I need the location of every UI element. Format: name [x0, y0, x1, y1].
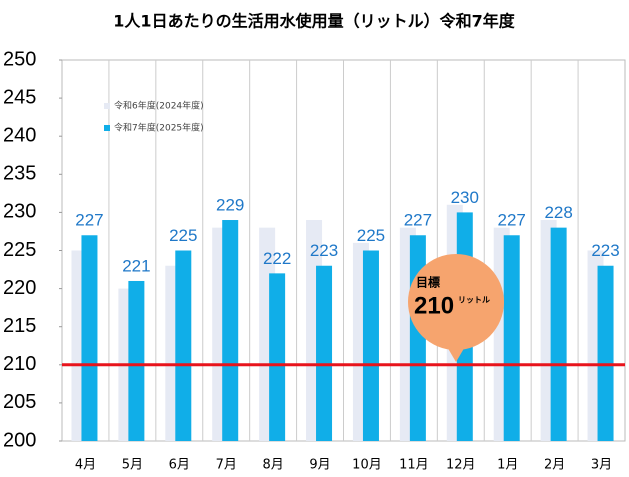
- value-label: 225: [169, 226, 197, 245]
- value-label: 227: [75, 211, 103, 230]
- bar: [81, 235, 98, 441]
- x-tick-label: 6月: [169, 458, 190, 473]
- value-label: 227: [404, 211, 432, 230]
- value-label: 227: [498, 211, 526, 230]
- y-tick-label: 210: [3, 353, 36, 375]
- value-label: 225: [357, 226, 385, 245]
- value-label: 223: [310, 241, 338, 260]
- callout-label: 目標: [416, 275, 440, 290]
- chart-title: 1人1日あたりの生活用水使用量（リットル）令和7年度: [113, 12, 515, 31]
- y-tick-label: 240: [3, 124, 36, 146]
- y-tick-label: 250: [3, 48, 36, 70]
- bar: [128, 280, 145, 441]
- value-label: 228: [544, 203, 572, 222]
- y-tick-label: 225: [3, 239, 36, 261]
- callout-value: 210: [414, 292, 454, 319]
- x-tick-label: 2月: [544, 458, 565, 473]
- x-tick-label: 11月: [399, 458, 429, 473]
- value-label: 229: [216, 196, 244, 215]
- value-label: 222: [263, 249, 291, 268]
- y-tick-label: 200: [3, 429, 36, 451]
- x-tick-label: 12月: [446, 458, 476, 473]
- value-label: 230: [451, 188, 479, 207]
- y-tick-label: 230: [3, 201, 36, 223]
- x-tick-label: 5月: [122, 458, 143, 473]
- y-tick-label: 220: [3, 277, 36, 299]
- x-tick-label: 4月: [75, 458, 96, 473]
- bar: [269, 273, 286, 441]
- x-tick-label: 10月: [352, 458, 382, 473]
- callout-unit: リットル: [458, 296, 490, 305]
- legend-swatch: [104, 103, 110, 109]
- x-tick-label: 7月: [216, 458, 237, 473]
- bar: [175, 250, 192, 441]
- x-tick-label: 1月: [497, 458, 518, 473]
- legend-swatch: [104, 125, 110, 131]
- callout: [408, 254, 504, 350]
- x-tick-label: 8月: [262, 458, 283, 473]
- y-tick-label: 205: [3, 391, 36, 413]
- value-label: 223: [591, 241, 619, 260]
- bar: [550, 227, 567, 441]
- x-tick-label: 9月: [309, 458, 330, 473]
- bar: [409, 235, 426, 441]
- legend-label: 令和7年度(2025年度): [114, 122, 204, 134]
- bar: [222, 220, 239, 441]
- x-tick-label: 3月: [591, 458, 612, 473]
- bar: [503, 235, 520, 441]
- legend-label: 令和6年度(2024年度): [114, 100, 204, 112]
- value-label: 221: [122, 256, 150, 275]
- y-tick-label: 245: [3, 86, 36, 108]
- y-tick-label: 235: [3, 163, 36, 185]
- bar: [316, 265, 333, 441]
- bar: [597, 265, 614, 441]
- bar: [362, 250, 379, 441]
- y-tick-label: 215: [3, 315, 36, 337]
